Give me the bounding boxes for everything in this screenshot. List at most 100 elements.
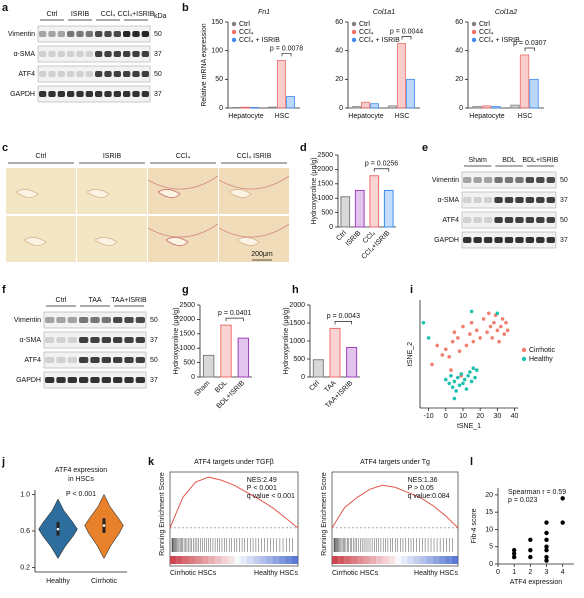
blot-band	[67, 71, 75, 77]
chart-title: ATF4 targets under Tg	[360, 459, 430, 466]
protein-label: Vimentin	[14, 317, 41, 324]
blot-band	[56, 357, 66, 363]
blot-band	[132, 71, 140, 77]
vessel	[23, 237, 47, 246]
septa	[147, 223, 219, 238]
blot-band	[483, 237, 493, 243]
protein-label: ATF4	[18, 71, 35, 78]
chart-title: ATF4 expression	[55, 467, 107, 474]
vessel	[236, 237, 260, 246]
rank-gradient	[439, 556, 446, 564]
y-tick-label: 1.0	[20, 491, 30, 498]
x-tick-label: Hepatocyte	[348, 113, 384, 120]
point	[469, 309, 474, 314]
point	[473, 375, 477, 380]
histology-image	[148, 168, 218, 214]
blot-band	[504, 197, 514, 203]
rank-gradient	[259, 556, 266, 564]
bar	[510, 104, 520, 109]
blot-band	[463, 177, 472, 183]
rank-gradient	[189, 556, 196, 564]
blot-band	[536, 237, 545, 243]
x-tick-label: 10	[459, 413, 467, 420]
y-tick-label: 2500	[179, 302, 195, 309]
blot-band	[113, 357, 123, 363]
marker-label: 37	[154, 51, 162, 58]
blot-strip	[37, 45, 151, 63]
histology-image	[6, 168, 76, 214]
legend-label: Ctrl	[359, 21, 370, 28]
x-tick-label: 30	[493, 413, 501, 420]
point	[449, 373, 453, 378]
y-tick-label: 0.6	[20, 528, 30, 535]
lane-label: Ctrl	[47, 11, 58, 18]
blot-band	[463, 217, 472, 223]
y-axis-label: tSNE_2	[407, 342, 414, 366]
rank-gradient	[407, 556, 414, 564]
x-tick-label: 3	[545, 569, 549, 576]
point	[511, 551, 517, 556]
lane-label: BDL+ISRIB	[522, 157, 558, 164]
point	[464, 387, 469, 391]
rank-gradient	[363, 556, 370, 564]
rank-gradient	[388, 556, 395, 564]
plot-frame	[169, 471, 299, 567]
vessel	[86, 189, 110, 198]
blot-band	[113, 71, 121, 77]
blot-band	[135, 337, 145, 343]
histology-label: CCl₄	[176, 153, 191, 160]
blot-band	[67, 91, 75, 97]
vessel	[94, 237, 118, 246]
rank-gradient	[291, 556, 298, 564]
x-tick-label: ISRIB	[345, 230, 363, 248]
bar	[312, 359, 324, 378]
y-axis-label: Hydroxyproline (μg/g)	[173, 307, 180, 374]
point	[544, 537, 549, 543]
blot-band	[123, 91, 131, 97]
legend-label: CCl₄	[239, 29, 254, 36]
y-tick-label: 1500	[289, 320, 305, 327]
plot-frame	[331, 471, 459, 567]
protein-label: GAPDH	[10, 91, 35, 98]
point	[459, 372, 464, 376]
bar	[519, 54, 530, 109]
point	[457, 349, 462, 353]
point	[461, 324, 465, 329]
blot-band	[483, 197, 493, 203]
rank-gradient	[176, 556, 183, 564]
blot-band	[90, 337, 100, 343]
x-tick-label: Cirrhotic	[91, 578, 118, 585]
x-tick-label: Sham	[193, 380, 211, 398]
annotation: Spearman r = 0.59	[508, 489, 566, 496]
marker-label: 37	[150, 337, 158, 344]
y-axis-label: Hydroxyproline (μg/g)	[311, 157, 318, 224]
panel-letter: j	[1, 456, 5, 468]
x-tick-label: 0	[496, 569, 500, 576]
blot-band	[113, 317, 123, 323]
point	[474, 328, 479, 333]
y-tick-label: 50	[215, 76, 223, 83]
bar	[346, 346, 358, 378]
legend-marker	[471, 29, 477, 35]
blot-band	[79, 317, 89, 323]
blot-band	[67, 317, 77, 323]
x-tick-label: Hepatocyte	[228, 113, 264, 120]
point	[544, 558, 549, 563]
y-axis-label: Fib-4 score	[471, 508, 478, 543]
blot-band	[95, 51, 103, 57]
y-tick-label: 0.2	[20, 564, 30, 571]
legend-marker	[351, 21, 357, 27]
p-value: p = 0.0307	[513, 40, 546, 47]
protein-label: GAPDH	[434, 237, 459, 244]
blot-band	[79, 337, 89, 343]
legend-label: Healthy	[529, 356, 553, 363]
blot-band	[504, 217, 514, 223]
blot-band	[123, 71, 131, 77]
rank-gradient	[266, 556, 273, 564]
point	[468, 332, 472, 336]
bar	[220, 324, 232, 378]
y-tick-label: 0	[219, 105, 223, 112]
y-tick-label: 40	[455, 48, 463, 55]
blot-band	[525, 197, 535, 203]
